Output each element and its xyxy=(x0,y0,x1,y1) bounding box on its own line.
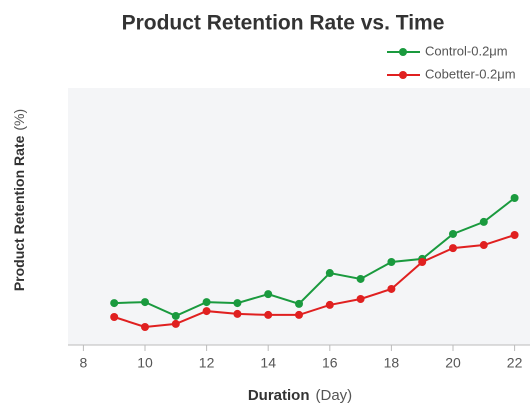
x-label: Duration xyxy=(248,387,310,404)
legend-label: Control-0.2μm xyxy=(425,43,508,58)
data-point xyxy=(479,217,488,226)
data-point xyxy=(325,269,334,278)
x-tick-label: 16 xyxy=(322,355,338,371)
data-point xyxy=(233,309,242,318)
chart-title: Product Retention Rate vs. Time xyxy=(122,12,445,35)
legend-label: Cobetter-0.2μm xyxy=(425,66,516,81)
data-point xyxy=(233,299,242,308)
x-tick-label: 14 xyxy=(260,355,276,371)
data-point xyxy=(387,257,396,266)
legend-marker xyxy=(399,71,407,79)
data-point xyxy=(356,294,365,303)
data-point xyxy=(418,257,427,266)
y-unit: (%) xyxy=(11,109,27,131)
data-point xyxy=(202,298,211,307)
x-tick-label: 20 xyxy=(445,355,461,371)
data-point xyxy=(325,300,334,309)
data-point xyxy=(141,298,149,307)
x-tick-label: 22 xyxy=(507,355,523,371)
data-point xyxy=(387,284,396,293)
y-label: Product Retention Rate xyxy=(11,135,27,291)
data-point xyxy=(479,241,488,250)
data-point xyxy=(141,323,149,332)
data-point xyxy=(264,310,273,319)
data-point xyxy=(264,290,273,299)
data-point xyxy=(449,244,457,253)
x-axis-title: Duration (Day) xyxy=(248,387,352,404)
x-tick-label: 12 xyxy=(199,355,215,371)
y-axis-title: Product Retention Rate (%) xyxy=(11,109,27,291)
x-tick-label: 10 xyxy=(137,355,153,371)
legend-marker xyxy=(399,48,407,56)
data-point xyxy=(171,311,180,320)
data-point xyxy=(510,193,519,202)
data-point xyxy=(356,274,365,283)
data-point xyxy=(110,312,119,321)
data-point xyxy=(202,307,211,316)
x-unit: (Day) xyxy=(316,387,353,404)
x-tick-label: 8 xyxy=(80,355,88,371)
data-point xyxy=(510,231,519,240)
data-point xyxy=(171,319,180,328)
data-point xyxy=(295,310,303,319)
data-point xyxy=(449,229,457,238)
series-line xyxy=(113,234,515,329)
data-point xyxy=(295,299,303,308)
data-point xyxy=(110,299,119,308)
series-line xyxy=(114,197,516,318)
x-tick-label: 18 xyxy=(384,355,400,371)
